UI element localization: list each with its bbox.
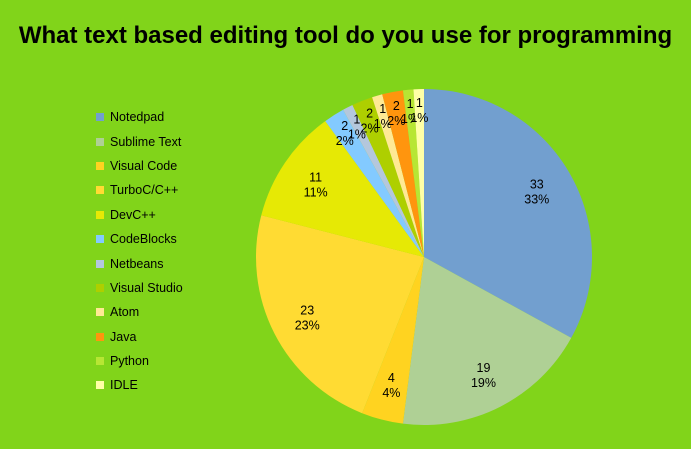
legend-swatch xyxy=(96,308,104,317)
legend-label: Visual Studio xyxy=(110,280,183,295)
legend-label: CodeBlocks xyxy=(110,232,177,247)
slice-percent-label: 4% xyxy=(382,386,400,400)
pie-slice xyxy=(325,109,424,257)
legend-swatch xyxy=(96,186,104,195)
legend-item: Python xyxy=(96,349,183,373)
pie-slice xyxy=(402,89,424,257)
slice-percent-label: 1% xyxy=(410,111,428,125)
legend-swatch xyxy=(96,357,104,366)
slice-value-label: 2 xyxy=(341,119,348,133)
slice-value-label: 1 xyxy=(416,96,423,110)
pie-slice xyxy=(261,121,424,257)
slice-percent-label: 33% xyxy=(524,192,549,206)
legend-label: Python xyxy=(110,354,149,369)
legend-item: Visual Studio xyxy=(96,276,183,300)
pie-slice xyxy=(352,97,424,257)
slice-percent-label: 2% xyxy=(361,122,379,136)
slice-value-label: 2 xyxy=(393,99,400,113)
legend-label: Atom xyxy=(110,305,140,320)
slice-value-label: 1 xyxy=(353,112,360,126)
slice-value-label: 4 xyxy=(388,371,395,385)
slice-value-label: 19 xyxy=(477,361,491,375)
legend-swatch xyxy=(96,235,104,244)
slice-value-label: 23 xyxy=(300,303,314,317)
legend-item: Java xyxy=(96,325,183,349)
pie-slice xyxy=(343,104,424,258)
pie-slice xyxy=(255,215,424,414)
pie-slice xyxy=(413,89,424,257)
legend-label: IDLE xyxy=(110,378,138,393)
legend-label: Sublime Text xyxy=(110,134,182,149)
legend-label: DevC++ xyxy=(110,207,156,222)
legend-item: Sublime Text xyxy=(96,129,183,153)
legend-item: Atom xyxy=(96,300,183,324)
pie-slice xyxy=(372,94,424,257)
legend-item: Visual Code xyxy=(96,154,183,178)
pie-slice xyxy=(362,257,424,424)
slice-percent-label: 11% xyxy=(304,185,328,199)
legend-swatch xyxy=(96,259,104,268)
chart-title: What text based editing tool do you use … xyxy=(18,22,673,49)
slice-value-label: 33 xyxy=(530,177,544,191)
slice-percent-label: 19% xyxy=(471,376,496,390)
legend-swatch xyxy=(96,137,104,146)
slice-percent-label: 2% xyxy=(336,134,354,148)
legend-label: Visual Code xyxy=(110,158,178,173)
legend-swatch xyxy=(96,161,104,170)
slice-percent-label: 23% xyxy=(295,318,320,332)
legend-swatch xyxy=(96,210,104,219)
slice-value-label: 1 xyxy=(407,97,414,111)
slice-value-label: 2 xyxy=(366,107,373,121)
legend-item: IDLE xyxy=(96,373,183,397)
legend-item: Notedpad xyxy=(96,105,183,129)
legend-swatch xyxy=(96,332,104,341)
pie-slice xyxy=(382,90,424,257)
slice-percent-label: 2% xyxy=(387,114,405,128)
legend-swatch xyxy=(96,283,104,292)
legend: Notedpad Sublime Text Visual Code TurboC/C+… xyxy=(96,105,183,398)
slice-percent-label: 1% xyxy=(348,127,366,141)
legend-swatch xyxy=(96,381,104,390)
slice-percent-label: 1% xyxy=(401,112,419,126)
legend-item: CodeBlocks xyxy=(96,227,183,251)
legend-label: TurboC/C++ xyxy=(110,183,179,198)
pie-slice xyxy=(424,89,593,338)
legend-label: Java xyxy=(110,329,137,344)
legend-item: DevC++ xyxy=(96,203,183,227)
legend-item: Netbeans xyxy=(96,251,183,275)
legend-label: Netbeans xyxy=(110,256,164,271)
legend-label: Notedpad xyxy=(110,110,165,125)
legend-swatch xyxy=(96,113,104,122)
slice-value-label: 1 xyxy=(379,102,386,116)
legend-item: TurboC/C++ xyxy=(96,178,183,202)
slice-percent-label: 1% xyxy=(374,117,392,131)
pie-slice xyxy=(402,257,572,425)
slice-value-label: 11 xyxy=(309,170,322,184)
